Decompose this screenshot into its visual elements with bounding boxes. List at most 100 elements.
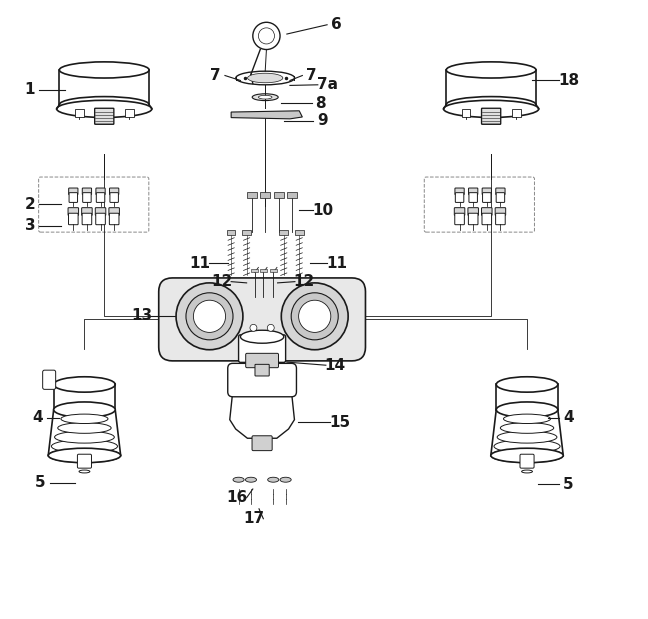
- FancyBboxPatch shape: [82, 188, 91, 194]
- Bar: [125, 109, 134, 118]
- FancyBboxPatch shape: [495, 208, 505, 215]
- Ellipse shape: [444, 100, 538, 118]
- FancyBboxPatch shape: [246, 353, 279, 368]
- Ellipse shape: [446, 97, 536, 113]
- Ellipse shape: [51, 439, 117, 453]
- Circle shape: [267, 324, 274, 331]
- Ellipse shape: [233, 477, 244, 482]
- FancyBboxPatch shape: [95, 208, 106, 215]
- FancyBboxPatch shape: [69, 188, 78, 194]
- Ellipse shape: [496, 402, 558, 417]
- Ellipse shape: [60, 97, 149, 113]
- Bar: [260, 269, 267, 272]
- Ellipse shape: [54, 431, 114, 443]
- Bar: [251, 269, 259, 272]
- Bar: [279, 230, 288, 235]
- Polygon shape: [60, 70, 149, 105]
- FancyBboxPatch shape: [520, 454, 534, 468]
- FancyBboxPatch shape: [255, 365, 269, 376]
- Circle shape: [193, 300, 226, 332]
- Text: 5: 5: [35, 475, 46, 490]
- Text: 14: 14: [325, 358, 345, 373]
- Text: 2: 2: [25, 197, 36, 212]
- FancyBboxPatch shape: [159, 278, 365, 361]
- FancyBboxPatch shape: [496, 188, 505, 194]
- Ellipse shape: [48, 448, 121, 463]
- FancyBboxPatch shape: [469, 214, 478, 225]
- FancyBboxPatch shape: [456, 193, 464, 202]
- Text: 13: 13: [131, 308, 152, 323]
- Text: 16: 16: [227, 490, 248, 505]
- FancyBboxPatch shape: [82, 208, 92, 215]
- Ellipse shape: [58, 423, 111, 433]
- Text: 10: 10: [312, 203, 333, 218]
- Ellipse shape: [54, 402, 115, 417]
- Text: 9: 9: [318, 113, 328, 128]
- FancyBboxPatch shape: [97, 193, 105, 202]
- Circle shape: [299, 300, 331, 332]
- Text: 5: 5: [563, 477, 574, 491]
- FancyBboxPatch shape: [481, 208, 492, 215]
- Ellipse shape: [280, 477, 291, 482]
- FancyBboxPatch shape: [96, 214, 106, 225]
- FancyBboxPatch shape: [110, 214, 119, 225]
- Text: 17: 17: [244, 511, 264, 526]
- Ellipse shape: [497, 431, 557, 443]
- Ellipse shape: [61, 414, 108, 423]
- FancyBboxPatch shape: [96, 188, 105, 194]
- Text: 15: 15: [329, 415, 350, 430]
- Circle shape: [250, 324, 257, 331]
- Ellipse shape: [246, 477, 257, 482]
- Bar: [274, 192, 284, 198]
- Ellipse shape: [54, 377, 115, 392]
- FancyBboxPatch shape: [69, 193, 78, 202]
- Bar: [295, 230, 303, 235]
- Text: 18: 18: [558, 73, 579, 88]
- Circle shape: [176, 283, 243, 350]
- Ellipse shape: [60, 62, 149, 78]
- FancyBboxPatch shape: [68, 208, 78, 215]
- Bar: [512, 109, 521, 118]
- FancyBboxPatch shape: [227, 363, 296, 397]
- FancyBboxPatch shape: [238, 335, 286, 362]
- Circle shape: [291, 293, 338, 340]
- FancyBboxPatch shape: [109, 208, 119, 215]
- Text: 1: 1: [25, 82, 35, 97]
- FancyBboxPatch shape: [482, 214, 492, 225]
- Ellipse shape: [446, 62, 536, 78]
- Text: 7a: 7a: [317, 77, 338, 92]
- FancyBboxPatch shape: [496, 193, 505, 202]
- Text: 3: 3: [25, 219, 35, 233]
- Text: 12: 12: [211, 274, 233, 289]
- Polygon shape: [496, 384, 558, 410]
- Polygon shape: [446, 70, 536, 105]
- Bar: [288, 192, 297, 198]
- Ellipse shape: [56, 100, 152, 118]
- FancyBboxPatch shape: [454, 208, 465, 215]
- FancyBboxPatch shape: [469, 188, 478, 194]
- Bar: [247, 192, 257, 198]
- Ellipse shape: [252, 94, 278, 101]
- Ellipse shape: [496, 377, 558, 392]
- Bar: [242, 230, 251, 235]
- Ellipse shape: [248, 73, 283, 83]
- Ellipse shape: [268, 477, 279, 482]
- Ellipse shape: [236, 71, 295, 85]
- Text: 11: 11: [190, 256, 211, 271]
- Text: 4: 4: [32, 410, 43, 425]
- FancyBboxPatch shape: [455, 188, 464, 194]
- Polygon shape: [54, 384, 115, 410]
- FancyBboxPatch shape: [77, 454, 91, 468]
- Ellipse shape: [48, 448, 121, 463]
- Text: 12: 12: [294, 274, 315, 289]
- FancyBboxPatch shape: [252, 436, 272, 451]
- FancyBboxPatch shape: [82, 214, 92, 225]
- Ellipse shape: [500, 423, 554, 433]
- FancyBboxPatch shape: [43, 370, 56, 389]
- FancyBboxPatch shape: [110, 193, 119, 202]
- Bar: [227, 230, 235, 235]
- Ellipse shape: [240, 331, 284, 344]
- Ellipse shape: [491, 448, 563, 463]
- Text: 8: 8: [316, 96, 326, 111]
- FancyBboxPatch shape: [483, 193, 491, 202]
